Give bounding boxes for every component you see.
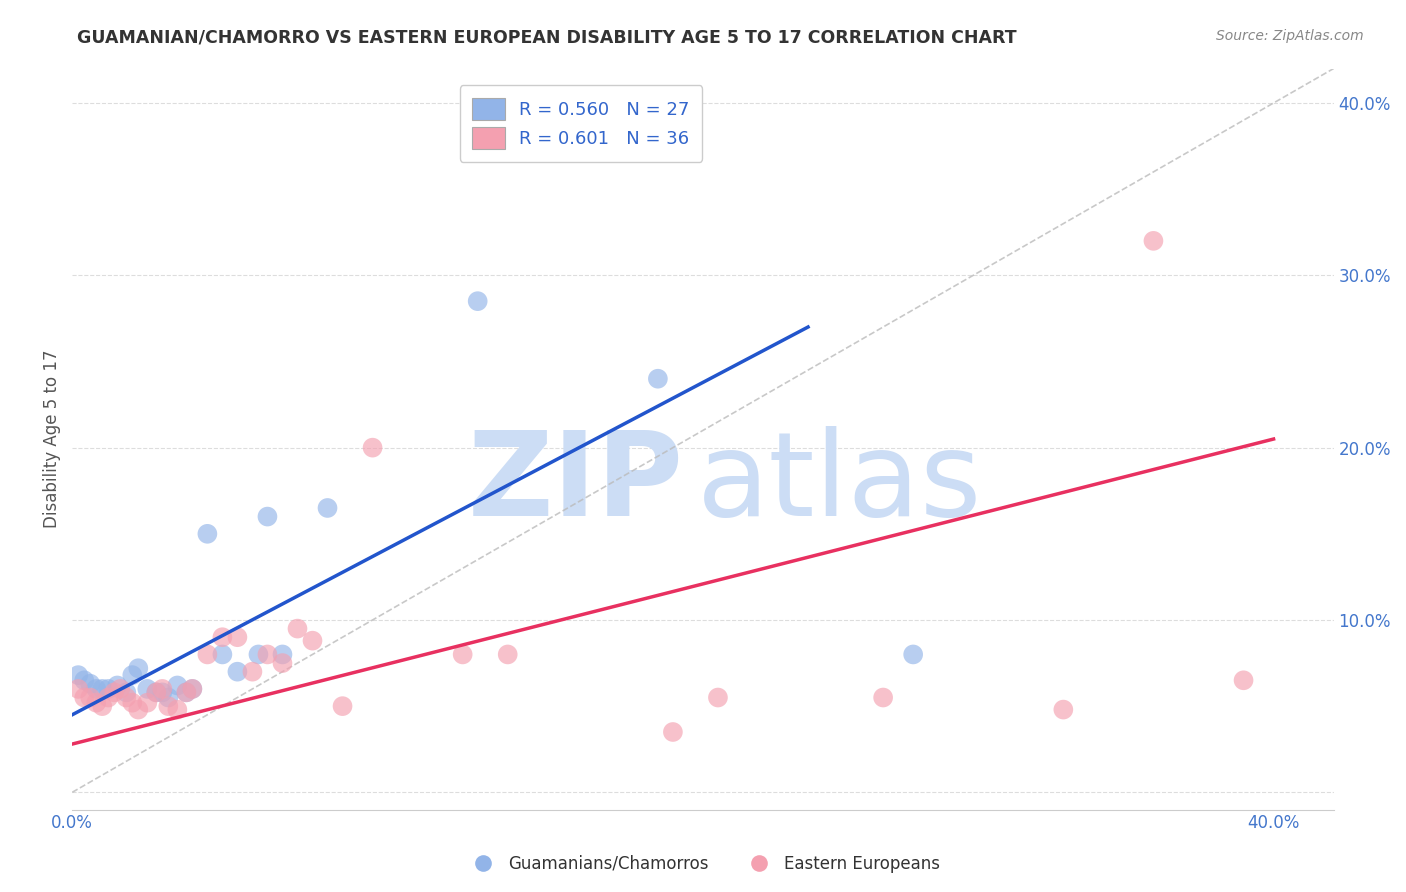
Point <box>226 665 249 679</box>
Point <box>91 699 114 714</box>
Point <box>145 685 167 699</box>
Point <box>121 696 143 710</box>
Point <box>256 509 278 524</box>
Point <box>176 685 198 699</box>
Point <box>872 690 894 705</box>
Point <box>662 725 685 739</box>
Point <box>226 630 249 644</box>
Text: Source: ZipAtlas.com: Source: ZipAtlas.com <box>1216 29 1364 43</box>
Legend: R = 0.560   N = 27, R = 0.601   N = 36: R = 0.560 N = 27, R = 0.601 N = 36 <box>460 85 702 161</box>
Point <box>150 685 173 699</box>
Point <box>181 681 204 696</box>
Point <box>647 372 669 386</box>
Text: atlas: atlas <box>696 426 981 541</box>
Point <box>467 294 489 309</box>
Point <box>157 699 180 714</box>
Point <box>707 690 730 705</box>
Point <box>136 681 159 696</box>
Point <box>84 696 107 710</box>
Point <box>127 661 149 675</box>
Point <box>211 630 233 644</box>
Point <box>67 681 90 696</box>
Point <box>332 699 354 714</box>
Point <box>1052 703 1074 717</box>
Point <box>105 678 128 692</box>
Point <box>97 690 120 705</box>
Point <box>91 681 114 696</box>
Point <box>79 677 101 691</box>
Text: GUAMANIAN/CHAMORRO VS EASTERN EUROPEAN DISABILITY AGE 5 TO 17 CORRELATION CHART: GUAMANIAN/CHAMORRO VS EASTERN EUROPEAN D… <box>77 29 1017 46</box>
Point <box>181 681 204 696</box>
Point <box>136 696 159 710</box>
Point <box>271 648 294 662</box>
Point <box>496 648 519 662</box>
Point <box>361 441 384 455</box>
Point <box>110 681 132 696</box>
Point <box>1232 673 1254 688</box>
Point <box>127 703 149 717</box>
Point <box>97 681 120 696</box>
Point <box>115 690 138 705</box>
Legend: Guamanians/Chamorros, Eastern Europeans: Guamanians/Chamorros, Eastern Europeans <box>460 848 946 880</box>
Point <box>451 648 474 662</box>
Point <box>67 668 90 682</box>
Point <box>150 681 173 696</box>
Point <box>166 678 188 692</box>
Y-axis label: Disability Age 5 to 17: Disability Age 5 to 17 <box>44 350 60 528</box>
Text: ZIP: ZIP <box>468 426 683 541</box>
Point <box>145 685 167 699</box>
Point <box>166 703 188 717</box>
Point <box>901 648 924 662</box>
Point <box>121 668 143 682</box>
Point <box>115 685 138 699</box>
Point <box>157 690 180 705</box>
Point <box>195 526 218 541</box>
Point <box>256 648 278 662</box>
Point <box>271 656 294 670</box>
Point <box>247 648 270 662</box>
Point <box>287 622 309 636</box>
Point <box>316 500 339 515</box>
Point <box>176 685 198 699</box>
Point <box>103 685 125 699</box>
Point <box>195 648 218 662</box>
Point <box>242 665 264 679</box>
Point <box>211 648 233 662</box>
Point <box>73 673 96 688</box>
Point <box>84 681 107 696</box>
Point <box>301 633 323 648</box>
Point <box>1142 234 1164 248</box>
Point <box>73 690 96 705</box>
Point <box>79 690 101 705</box>
